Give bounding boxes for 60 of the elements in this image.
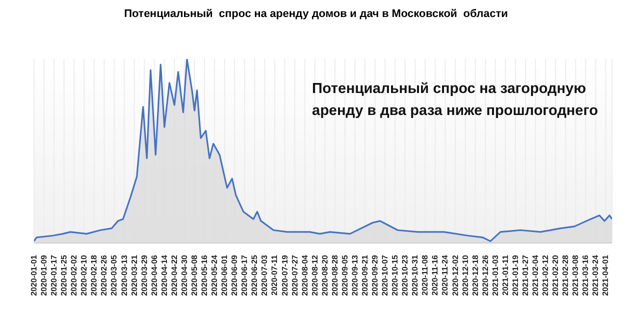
x-tick-label: 2020-09-21 xyxy=(360,254,370,296)
x-tick-label: 2020-03-13 xyxy=(120,254,129,296)
x-tick-label: 2020-05-08 xyxy=(190,254,199,296)
x-tick-label: 2021-01-03 xyxy=(490,254,500,296)
x-tick-label: 2021-03-24 xyxy=(591,254,600,296)
x-tick-label: 2020-10-15 xyxy=(390,254,400,296)
x-tick-label: 2020-03-29 xyxy=(140,254,149,296)
x-tick-label: 2020-05-24 xyxy=(210,254,220,296)
x-tick-label: 2020-04-06 xyxy=(150,254,159,296)
x-tick-label: 2020-08-04 xyxy=(300,254,310,296)
x-tick-label: 2020-03-21 xyxy=(130,254,139,296)
x-tick-label: 2021-02-20 xyxy=(551,254,560,296)
x-tick-label: 2020-06-17 xyxy=(240,254,250,296)
chart-title: Потенциальный спрос на аренду домов и дач в Московской области xyxy=(123,8,509,20)
x-tick-label: 2020-11-16 xyxy=(430,254,440,296)
x-tick-label: 2020-12-26 xyxy=(480,254,490,296)
x-tick-label: 2020-06-25 xyxy=(250,254,260,296)
x-tick-label: 2020-08-28 xyxy=(330,254,340,296)
x-tick-label: 2020-08-20 xyxy=(320,254,330,296)
x-tick-label: 2020-07-19 xyxy=(280,254,290,296)
x-tick-label: 2021-01-11 xyxy=(500,254,510,296)
x-tick-label: 2020-10-31 xyxy=(410,254,420,296)
x-tick-label: 2020-04-14 xyxy=(160,254,169,296)
x-tick-label: 2020-02-26 xyxy=(100,254,109,296)
x-tick-label: 2020-09-13 xyxy=(350,254,360,296)
x-tick-label: 2020-08-12 xyxy=(310,254,320,296)
x-tick-label: 2020-01-17 xyxy=(50,254,59,296)
x-tick-label: 2020-02-02 xyxy=(70,254,79,296)
x-tick-label: 2020-06-09 xyxy=(230,254,240,296)
x-tick-label: 2020-01-01 xyxy=(30,254,38,296)
x-tick-label: 2020-07-27 xyxy=(290,254,300,296)
x-tick-label: 2020-09-29 xyxy=(370,254,380,296)
x-tick-label: 2020-01-09 xyxy=(40,254,49,296)
x-tick-label: 2020-10-07 xyxy=(380,254,390,296)
x-tick-label: 2021-02-12 xyxy=(541,254,550,296)
x-tick-label: 2020-04-30 xyxy=(180,254,189,296)
x-tick-label: 2020-05-16 xyxy=(200,254,210,296)
x-tick-label: 2020-02-10 xyxy=(80,254,89,296)
annotation: Потенциальный спрос на загородную аренду в два раза ниже прошлогоднего xyxy=(312,80,599,121)
x-tick-label: 2021-04-01 xyxy=(601,254,610,296)
x-tick-label: 2021-03-08 xyxy=(571,254,580,296)
x-tick-label: 2021-02-04 xyxy=(531,254,540,296)
x-tick-label: 2020-09-05 xyxy=(340,254,350,296)
x-tick-label: 2020-11-08 xyxy=(420,254,430,296)
x-tick-label: 2020-02-18 xyxy=(90,254,99,296)
x-tick-label: 2021-03-16 xyxy=(581,254,590,296)
x-tick-label: 2020-07-03 xyxy=(260,254,270,296)
x-tick-label: 2020-07-11 xyxy=(270,254,280,296)
x-tick-label: 2020-03-05 xyxy=(110,254,119,296)
x-tick-label: 2020-04-22 xyxy=(170,254,179,296)
x-tick-label: 2020-11-24 xyxy=(440,254,450,296)
x-tick-label: 2021-01-19 xyxy=(510,254,520,296)
x-tick-label: 2021-01-27 xyxy=(520,254,530,296)
x-tick-label: 2020-01-25 xyxy=(60,254,69,296)
x-tick-label: 2021-02-28 xyxy=(561,254,570,296)
x-tick-label: 2020-06-01 xyxy=(220,254,230,296)
x-tick-label: 2020-10-23 xyxy=(400,254,410,296)
x-tick-label: 2020-12-18 xyxy=(470,254,480,296)
x-tick-label: 2020-12-02 xyxy=(450,254,460,296)
x-tick-label: 2020-12-10 xyxy=(460,254,470,296)
